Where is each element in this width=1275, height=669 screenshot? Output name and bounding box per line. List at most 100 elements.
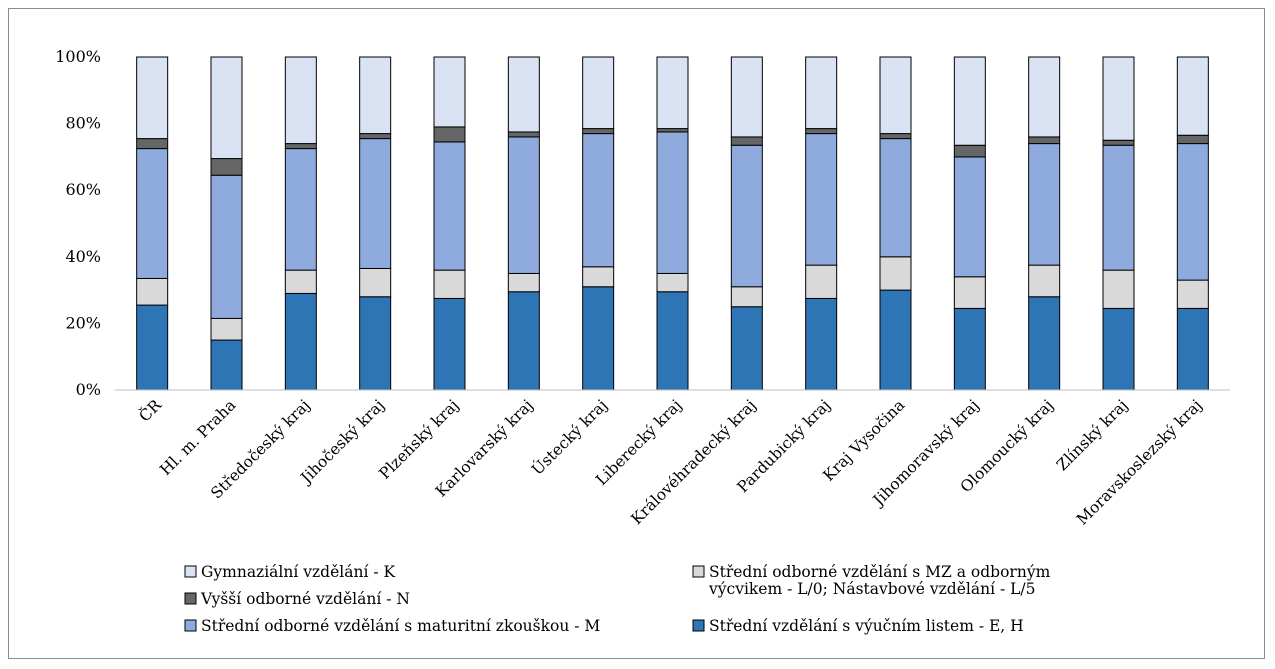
bar-segment: [953, 307, 986, 391]
bar-segment: [879, 133, 912, 140]
bar-segment: [582, 286, 615, 391]
bar-segment: [582, 128, 615, 135]
bar-segment: [507, 272, 540, 293]
x-tick-label: Hl. m. Praha: [156, 396, 239, 479]
bar-segment: [805, 56, 838, 130]
bar-segment: [805, 133, 838, 266]
bar-segment: [1102, 144, 1135, 271]
bar-segment: [284, 269, 317, 294]
bar-segment: [1176, 56, 1209, 136]
bar-segment: [507, 131, 540, 138]
bar-segment: [656, 131, 689, 274]
bar-segment: [507, 136, 540, 274]
legend-label: Střední odborné vzdělání s MZ a odborným…: [708, 563, 1051, 598]
bar-segment: [805, 297, 838, 391]
bar-segment: [1102, 269, 1135, 309]
bar-segment: [953, 144, 986, 158]
bar-segment: [730, 306, 763, 391]
bar-segment: [136, 304, 169, 391]
y-tick-label: 0%: [76, 380, 101, 399]
bar-segment: [656, 272, 689, 293]
y-tick-label: 40%: [65, 247, 101, 266]
bar-segment: [284, 56, 317, 145]
bar-segment: [284, 292, 317, 391]
bar-segment: [1028, 264, 1061, 298]
bar-segment: [210, 317, 243, 341]
legend-swatch: [184, 619, 197, 632]
bar-segment: [1102, 139, 1135, 146]
bar-segment: [582, 266, 615, 288]
bar-segment: [1176, 143, 1209, 281]
bar-segment: [359, 267, 392, 298]
bar-segment: [805, 264, 838, 299]
bar-segment: [1176, 307, 1209, 391]
x-tick-label: Královéhradecký kraj: [628, 396, 760, 528]
bar-segment: [730, 286, 763, 308]
bar-segment: [1028, 56, 1061, 138]
bar-segment: [1028, 296, 1061, 391]
x-tick-label: Ústecký kraj: [528, 396, 611, 479]
legend-swatch: [692, 619, 705, 632]
bar-segment: [507, 291, 540, 391]
bar-segment: [284, 148, 317, 271]
bar-segment: [136, 138, 169, 150]
bar-segment: [433, 269, 466, 299]
bar-segment: [359, 133, 392, 140]
bar-segment: [730, 144, 763, 288]
bar-segment: [879, 256, 912, 291]
legend-swatch: [184, 592, 197, 605]
bar-segment: [879, 289, 912, 391]
bar-segment: [284, 143, 317, 150]
x-tick-label: Moravskoslezský kraj: [1073, 396, 1206, 529]
bar-segment: [879, 56, 912, 135]
bar-segment: [1102, 56, 1135, 141]
bar-segment: [730, 56, 763, 138]
bar-segment: [582, 133, 615, 268]
bar-segment: [433, 56, 466, 128]
legend-label: Střední odborné vzdělání s maturitní zko…: [201, 617, 600, 635]
bar-segment: [656, 56, 689, 130]
bar-segment: [136, 148, 169, 279]
bar-segment: [433, 126, 466, 143]
bar-segment: [359, 296, 392, 391]
bar-segment: [210, 158, 243, 176]
y-axis: 0% 20% 40% 60% 80% 100%: [55, 47, 101, 399]
bar-segment: [433, 141, 466, 271]
bar-segment: [210, 56, 243, 160]
bar-segment: [359, 56, 392, 135]
bar-segment: [433, 297, 466, 391]
bar-segment: [805, 128, 838, 135]
legend-label: Střední vzdělání s výučním listem - E, H: [709, 617, 1024, 635]
bar-segment: [210, 339, 243, 391]
bar-segment: [656, 291, 689, 391]
legend-label: Vyšší odborné vzdělání - N: [200, 590, 410, 608]
legend-swatch: [184, 565, 197, 578]
bar-segment: [1102, 307, 1135, 391]
bar-segment: [359, 138, 392, 269]
bar-segment: [953, 156, 986, 278]
bar-segment: [507, 56, 540, 133]
y-tick-label: 100%: [55, 47, 101, 66]
bar-segment: [210, 174, 243, 319]
y-tick-label: 20%: [65, 313, 101, 332]
legend: Gymnaziální vzdělání - K Střední odborné …: [184, 563, 1051, 635]
bar-segment: [582, 56, 615, 130]
y-tick-label: 60%: [65, 180, 101, 199]
bar-segment: [1176, 279, 1209, 309]
y-tick-label: 80%: [65, 114, 101, 133]
bar-segment: [879, 138, 912, 258]
bar-segment: [136, 277, 169, 306]
bar-segment: [953, 56, 986, 146]
legend-swatch: [692, 565, 705, 578]
plot-area: [136, 56, 1209, 391]
x-tick-label: ČR: [136, 395, 166, 425]
legend-label: Gymnaziální vzdělání - K: [201, 563, 395, 581]
bar-segment: [1028, 136, 1061, 145]
bar-segment: [1028, 143, 1061, 266]
bar-segment: [953, 276, 986, 309]
bar-segment: [1176, 134, 1209, 145]
bar-segment: [730, 136, 763, 146]
x-tick-label: Zlínský kraj: [1053, 396, 1131, 474]
